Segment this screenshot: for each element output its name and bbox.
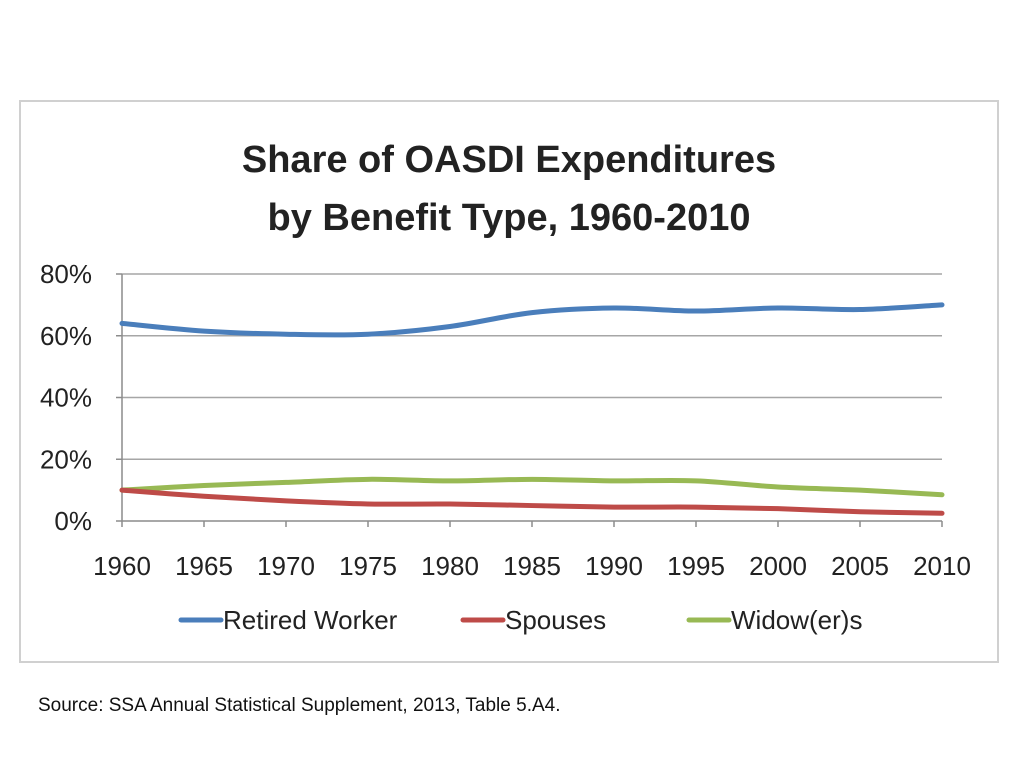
y-tick-label-60: 60% (40, 321, 92, 351)
x-tick-label-1965: 1965 (175, 551, 233, 581)
legend-label-spouses: Spouses (505, 605, 606, 635)
x-tick-label-1990: 1990 (585, 551, 643, 581)
axes (116, 273, 943, 527)
series-line-spouses (119, 487, 945, 516)
series-line-widow-er-s (119, 476, 945, 498)
y-tick-label-20: 20% (40, 444, 92, 474)
legend-label-widow-er-s: Widow(er)s (731, 605, 862, 635)
source-note: Source: SSA Annual Statistical Supplemen… (38, 695, 561, 716)
chart-title: Share of OASDI Expenditures by Benefit Ty… (242, 139, 776, 239)
y-tick-label-0: 0% (54, 506, 92, 536)
x-tick-labels: 1960 1965 1970 1975 1980 1985 1990 1995 2000 2005… (93, 551, 971, 581)
line-chart: Share of OASDI Expenditures by Benefit Ty… (40, 139, 971, 635)
chart-frame: Share of OASDI Expenditures by Benefit Ty… (19, 100, 999, 663)
x-tick-label-1995: 1995 (667, 551, 725, 581)
legend-label-retired-worker: Retired Worker (223, 605, 398, 635)
gridlines (122, 273, 942, 460)
x-tick-label-1975: 1975 (339, 551, 397, 581)
x-tick-label-1970: 1970 (257, 551, 315, 581)
legend: Retired Worker Spouses Widow(er)s (178, 605, 862, 635)
chart-title-line-1: Share of OASDI Expenditures (242, 139, 776, 181)
series-line-retired-worker (119, 302, 945, 338)
y-tick-labels: 0% 20% 40% 60% 80% (40, 259, 92, 536)
y-tick-label-40: 40% (40, 383, 92, 413)
x-tick-label-2005: 2005 (831, 551, 889, 581)
x-tick-label-1960: 1960 (93, 551, 151, 581)
x-tick-label-1985: 1985 (503, 551, 561, 581)
x-tick-label-1980: 1980 (421, 551, 479, 581)
y-tick-label-80: 80% (40, 259, 92, 289)
x-tick-label-2000: 2000 (749, 551, 807, 581)
chart-title-line-2: by Benefit Type, 1960-2010 (268, 197, 751, 239)
series-lines (119, 302, 945, 516)
x-tick-label-2010: 2010 (913, 551, 971, 581)
